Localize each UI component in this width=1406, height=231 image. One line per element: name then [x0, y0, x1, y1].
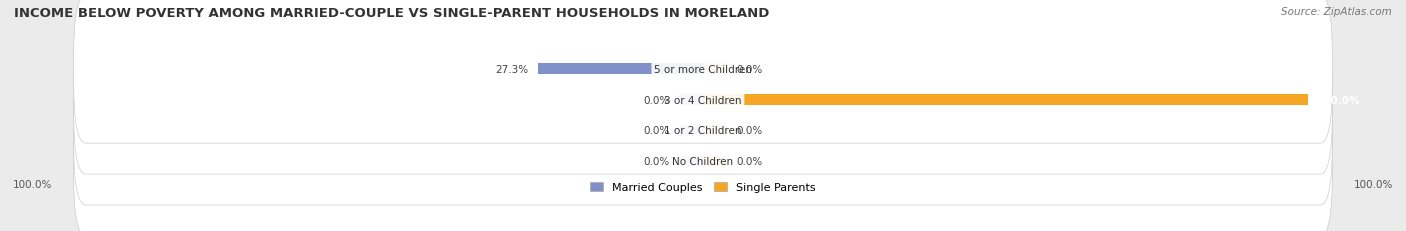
- Text: 0.0%: 0.0%: [737, 126, 762, 136]
- Text: 0.0%: 0.0%: [644, 157, 669, 167]
- Text: 100.0%: 100.0%: [1317, 95, 1361, 105]
- FancyBboxPatch shape: [73, 27, 1333, 174]
- Text: Source: ZipAtlas.com: Source: ZipAtlas.com: [1281, 7, 1392, 17]
- Text: 5 or more Children: 5 or more Children: [654, 64, 752, 74]
- Text: 100.0%: 100.0%: [1354, 179, 1393, 189]
- Bar: [679, 125, 703, 137]
- Text: 3 or 4 Children: 3 or 4 Children: [664, 95, 742, 105]
- FancyBboxPatch shape: [73, 89, 1333, 231]
- Text: No Children: No Children: [672, 157, 734, 167]
- Text: 0.0%: 0.0%: [644, 95, 669, 105]
- FancyBboxPatch shape: [73, 0, 1333, 143]
- Bar: [679, 94, 703, 106]
- Text: 100.0%: 100.0%: [13, 179, 52, 189]
- Text: 0.0%: 0.0%: [737, 157, 762, 167]
- Bar: [703, 64, 727, 75]
- FancyBboxPatch shape: [73, 58, 1333, 205]
- Bar: [703, 94, 1308, 106]
- Legend: Married Couples, Single Parents: Married Couples, Single Parents: [586, 179, 820, 196]
- Text: 0.0%: 0.0%: [737, 64, 762, 74]
- Text: 1 or 2 Children: 1 or 2 Children: [664, 126, 742, 136]
- Text: 27.3%: 27.3%: [495, 64, 529, 74]
- Text: INCOME BELOW POVERTY AMONG MARRIED-COUPLE VS SINGLE-PARENT HOUSEHOLDS IN MORELAN: INCOME BELOW POVERTY AMONG MARRIED-COUPL…: [14, 7, 769, 20]
- Text: 0.0%: 0.0%: [644, 126, 669, 136]
- Bar: [703, 156, 727, 167]
- Bar: [679, 156, 703, 167]
- Bar: [703, 125, 727, 137]
- Bar: [537, 64, 703, 75]
